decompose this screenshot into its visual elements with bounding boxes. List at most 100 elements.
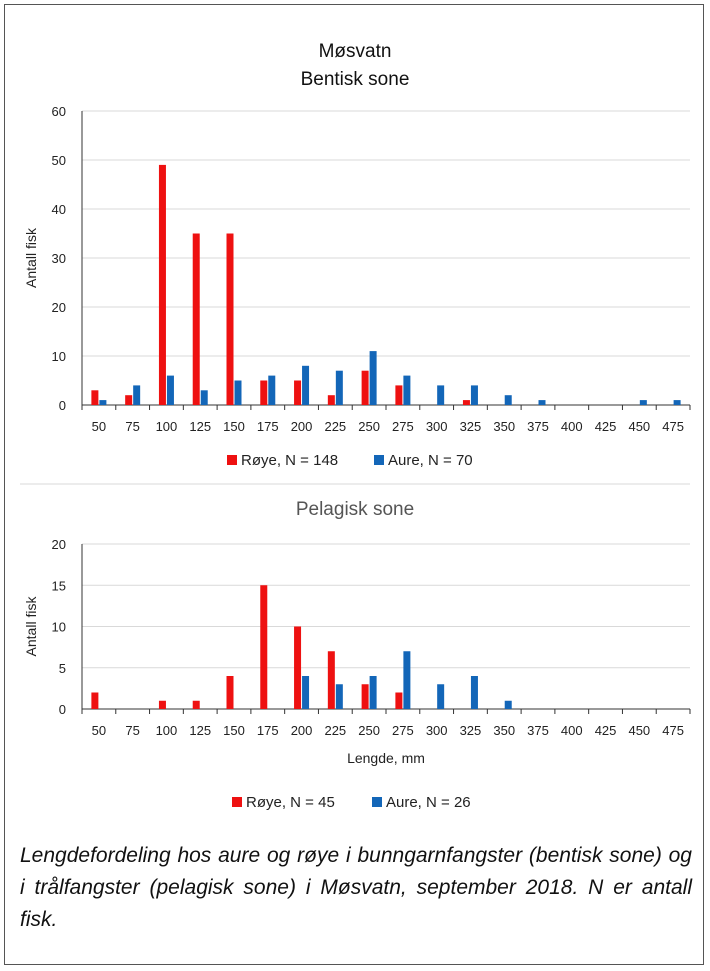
legend-swatch [372, 797, 382, 807]
x-tick-label: 125 [189, 723, 211, 738]
x-tick-label: 150 [223, 723, 245, 738]
y-tick-label: 10 [52, 620, 66, 635]
y-tick-label: 0 [59, 398, 66, 413]
bar-roye [260, 380, 268, 405]
bar-aure [234, 380, 242, 405]
bar-roye [91, 390, 99, 405]
bar-roye [294, 626, 302, 709]
x-tick-label: 150 [223, 419, 245, 434]
x-tick-label: 475 [662, 419, 684, 434]
legend-label: Aure, N = 26 [386, 794, 471, 811]
x-tick-label: 100 [156, 419, 178, 434]
x-tick-label: 200 [291, 723, 313, 738]
bar-roye [226, 233, 234, 405]
bar-aure [437, 385, 445, 405]
bar-roye [226, 676, 234, 709]
x-tick-label: 375 [527, 723, 549, 738]
x-tick-label: 250 [358, 419, 380, 434]
x-tick-label: 275 [392, 419, 414, 434]
legend-swatch [227, 455, 237, 465]
bar-aure [335, 370, 343, 405]
x-tick-label: 50 [92, 723, 106, 738]
y-axis-label: Antall fisk [23, 227, 39, 288]
y-tick-label: 50 [52, 153, 66, 168]
bar-aure [268, 375, 276, 405]
bar-aure [437, 684, 445, 709]
x-tick-label: 175 [257, 419, 279, 434]
x-tick-label: 300 [426, 419, 448, 434]
x-tick-label: 300 [426, 723, 448, 738]
y-axis-label: Antall fisk [23, 596, 39, 657]
bar-aure [403, 375, 411, 405]
bar-aure [335, 684, 343, 709]
legend-label: Aure, N = 70 [388, 452, 473, 469]
x-tick-label: 475 [662, 723, 684, 738]
y-tick-label: 0 [59, 702, 66, 717]
bar-roye [395, 385, 403, 405]
bar-aure [302, 365, 310, 405]
x-tick-label: 350 [493, 419, 515, 434]
bar-roye [260, 585, 268, 709]
bar-aure [99, 400, 107, 405]
figure-caption: Lengdefordeling hos aure og røye i bunng… [20, 844, 692, 931]
y-tick-label: 60 [52, 104, 66, 119]
legend-label: Røye, N = 45 [246, 794, 335, 811]
chart-pelagisk: Pelagisk sone 0 5 10 15 20 50 75 100 125 150 175 200… [23, 499, 691, 811]
x-tick-label: 250 [358, 723, 380, 738]
x-axis-label: Lengde, mm [347, 750, 425, 766]
y-tick-label: 40 [52, 202, 66, 217]
bar-roye [361, 684, 369, 709]
bar-roye [158, 164, 166, 405]
y-tick-label: 20 [52, 300, 66, 315]
bar-aure [369, 676, 377, 709]
bar-roye [361, 370, 369, 405]
bar-roye [462, 400, 470, 405]
x-tick-label: 125 [189, 419, 211, 434]
y-tick-label: 5 [59, 661, 66, 676]
x-tick-label: 225 [324, 419, 346, 434]
x-tick-label: 325 [460, 723, 482, 738]
x-tick-label: 375 [527, 419, 549, 434]
bar-aure [133, 385, 141, 405]
bar-roye [91, 692, 99, 709]
legend-swatch [374, 455, 384, 465]
bar-roye [395, 692, 403, 709]
bar-roye [327, 651, 335, 709]
bar-aure [166, 375, 174, 405]
bar-roye [192, 700, 200, 709]
bar-aure [470, 676, 478, 709]
y-tick-label: 20 [52, 537, 66, 552]
x-tick-label: 50 [92, 419, 106, 434]
legend-label: Røye, N = 148 [241, 452, 338, 469]
bar-aure [504, 700, 512, 709]
chart-bentisk: Møsvatn Bentisk sone 0 10 20 30 40 50 60 50 75 100 1… [20, 41, 691, 485]
x-tick-label: 75 [125, 723, 139, 738]
chart-subtitle: Bentisk sone [301, 69, 410, 90]
bar-aure [200, 390, 208, 405]
x-tick-label: 400 [561, 419, 583, 434]
x-tick-label: 100 [156, 723, 178, 738]
x-tick-label: 350 [493, 723, 515, 738]
bar-roye [327, 395, 335, 405]
y-tick-label: 10 [52, 349, 66, 364]
figure-frame [4, 4, 704, 965]
bar-aure [302, 676, 310, 709]
y-tick-label: 30 [52, 251, 66, 266]
bar-aure [538, 400, 546, 405]
bar-roye [192, 233, 200, 405]
x-tick-label: 450 [628, 419, 650, 434]
bar-roye [158, 700, 166, 709]
x-tick-label: 450 [628, 723, 650, 738]
y-tick-label: 15 [52, 578, 66, 593]
x-tick-label: 425 [595, 419, 617, 434]
x-tick-label: 275 [392, 723, 414, 738]
bar-aure [369, 351, 377, 405]
x-tick-label: 200 [291, 419, 313, 434]
x-tick-label: 75 [125, 419, 139, 434]
x-tick-label: 425 [595, 723, 617, 738]
bar-aure [504, 395, 512, 405]
bar-aure [673, 400, 681, 405]
chart-title: Møsvatn [319, 41, 392, 62]
bar-aure [470, 385, 478, 405]
